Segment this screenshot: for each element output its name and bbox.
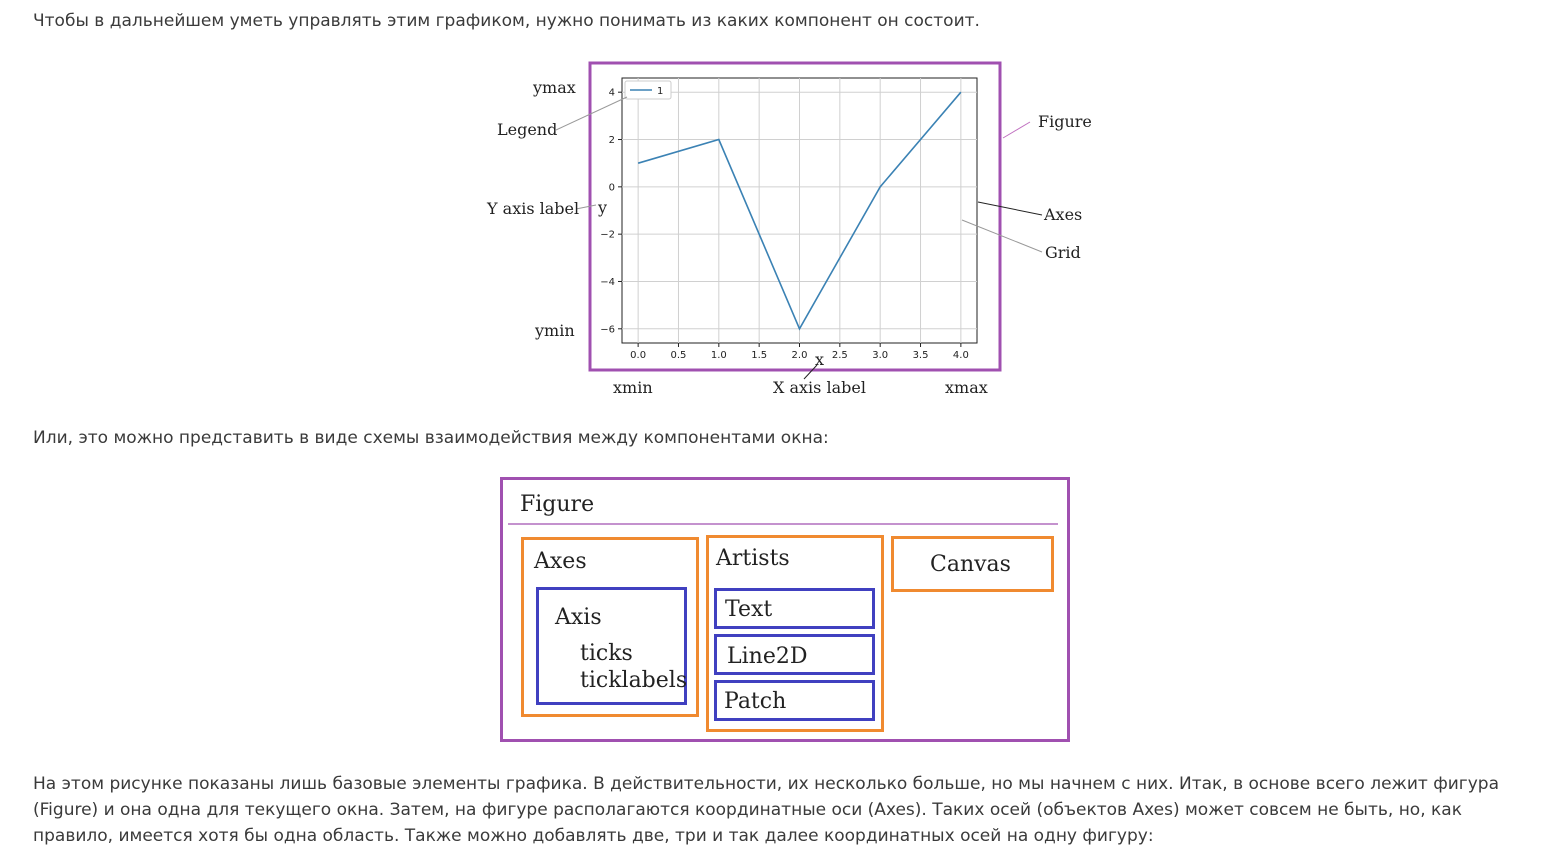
x-tick-labels: 0.0 0.5 1.0 1.5 2.0 2.5 3.0 3.5 4.0 — [630, 350, 969, 361]
x-tick-label: 2.5 — [832, 350, 848, 361]
outro-paragraph: На этом рисунке показаны лишь базовые эл… — [33, 774, 1500, 846]
xmax-label: xmax — [945, 378, 988, 397]
xmin-label: xmin — [613, 378, 653, 397]
callout-lines — [555, 96, 1043, 380]
x-tick-label: 1.5 — [751, 350, 767, 361]
ymax-label: ymax — [532, 78, 576, 97]
figure-callout-label: Figure — [1038, 112, 1092, 131]
series-line — [637, 91, 962, 331]
intro-paragraph: Чтобы в дальнейшем уметь управлять этим … — [33, 11, 980, 31]
y-axis-label: y — [597, 198, 607, 217]
y-tick-label: 2 — [609, 135, 615, 146]
x-axis-label: x — [815, 350, 824, 369]
x-axis-label-callout: X axis label — [773, 378, 866, 397]
x-tick-label: 3.5 — [913, 350, 929, 361]
legend-entry: 1 — [657, 86, 663, 97]
y-tick-labels: 4 2 0 −2 −4 −6 — [600, 88, 615, 336]
y-tick-label: 4 — [609, 88, 615, 99]
x-tick-label: 0.0 — [630, 350, 646, 361]
axes-callout-label: Axes — [1043, 205, 1082, 224]
x-tick-label: 2.0 — [792, 350, 808, 361]
legend: 1 — [624, 80, 672, 100]
x-tick-label: 0.5 — [671, 350, 687, 361]
middle-paragraph: Или, это можно представить в виде схемы … — [33, 428, 829, 448]
ymin-label: ymin — [534, 321, 575, 340]
y-axis-label-callout: Y axis label — [486, 199, 579, 218]
grid — [618, 78, 977, 347]
grid-callout-label: Grid — [1045, 243, 1081, 262]
y-tick-label: −4 — [600, 277, 615, 288]
y-tick-label: 0 — [609, 182, 615, 193]
x-tick-label: 3.0 — [872, 350, 888, 361]
x-tick-label: 1.0 — [711, 350, 727, 361]
y-tick-label: −6 — [600, 324, 615, 335]
figure-border — [588, 61, 1002, 372]
x-tick-label: 4.0 — [953, 350, 969, 361]
y-tick-label: −2 — [600, 230, 615, 241]
legend-callout-label: Legend — [497, 120, 557, 139]
